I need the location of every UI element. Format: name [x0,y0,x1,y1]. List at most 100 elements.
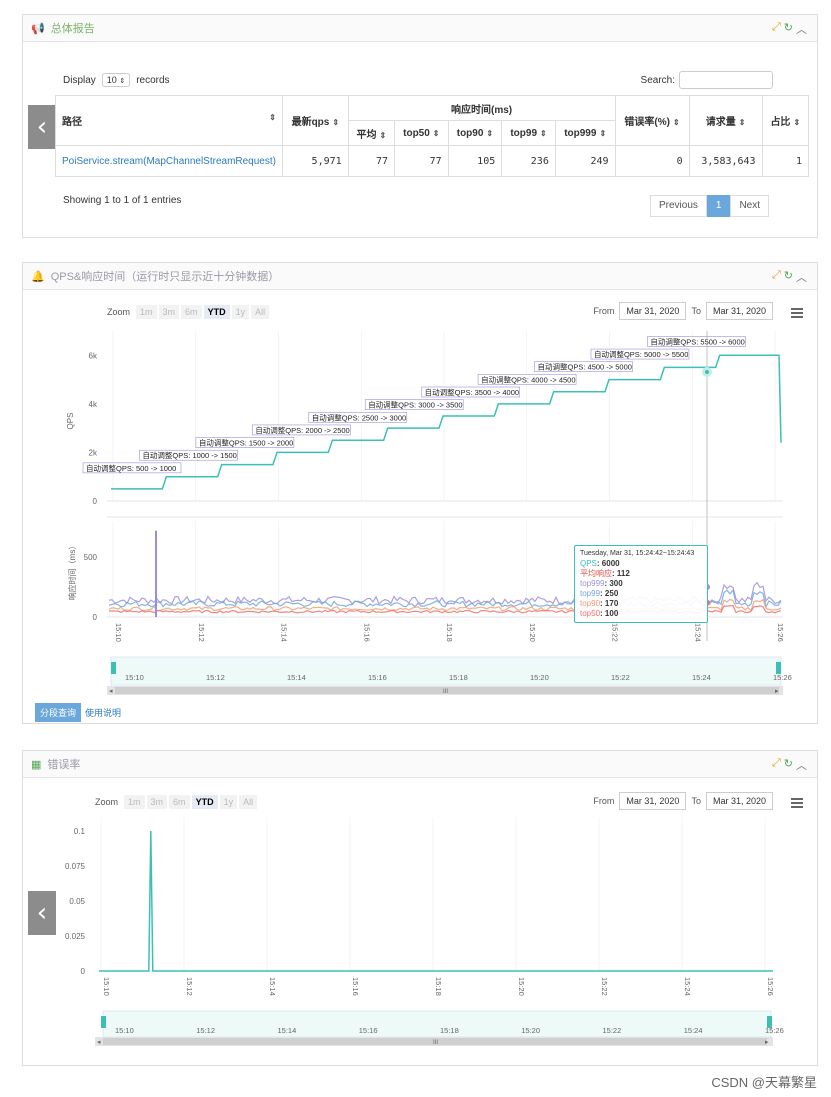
expand-icon[interactable]: ⤢ [771,21,781,33]
navigator-tick-label: 15:26 [773,673,792,682]
zoom-6m-button[interactable]: 6m [181,305,202,319]
navigator-left-handle[interactable] [101,1016,106,1028]
col-ratio[interactable]: 占比 ⇕ [761,95,810,146]
cell-top999: 249 [554,145,616,177]
annotation-label: 自动调整QPS: 4000 -> 4500 [481,374,575,384]
qps-panel-title: QPS&响应时间（运行时只显示近十分钟数据） [50,271,280,283]
qps-series-line [111,354,782,490]
to-label: To [691,306,701,316]
navigator-tick-label: 15:16 [368,673,387,682]
left-nav-arrow-icon[interactable]: ‹ [28,105,56,149]
display-label: Display [63,74,96,86]
next-button[interactable]: Next [730,195,769,217]
search-input[interactable] [679,71,773,89]
cell-error: 0 [614,145,690,177]
left-nav-arrow-icon[interactable]: ‹ [28,891,56,935]
scroll-left-icon[interactable]: ◂ [109,688,113,695]
from-label: From [593,306,615,316]
cell-top99: 236 [501,145,556,177]
tooltip-series-value: : 100 [600,609,619,618]
qps-annotations: 自动调整QPS: 500 -> 1000 自动调整QPS: 1000 -> 150… [82,336,746,474]
refresh-icon[interactable]: ↻ [783,22,793,34]
cell-path[interactable]: PoiService.stream(MapChannelStreamReques… [55,145,283,177]
segment-query-button[interactable]: 分段查询 [35,703,82,722]
zoom-all-button[interactable]: All [239,795,258,809]
zoom-1m-button[interactable]: 1m [124,795,145,809]
x-tick-label: 15:18 [434,977,443,996]
to-date-input[interactable]: Mar 31, 2020 [705,302,773,320]
x-tick-label: 15:18 [445,623,454,642]
annotation-label: 自动调整QPS: 5000 -> 5500 [594,349,688,359]
x-tick-label: 15:10 [102,977,111,996]
expand-icon[interactable]: ⤢ [771,269,781,281]
tooltip-lines: QPS: 6000 平均响应: 112 top999: 300 top99: 250 t… [580,559,702,619]
cell-qps: 5,971 [281,145,349,177]
tooltip-series-value: : 112 [612,569,630,578]
collapse-icon[interactable]: ︿ [796,24,807,36]
x-tick-label: 15:14 [280,623,289,642]
navigator-tick-label: 15:10 [125,673,144,682]
zoom-ytd-button[interactable]: YTD [191,795,218,809]
rt-y-ticks: 0 500 [84,553,98,622]
bell-icon: 🔔 [31,270,45,283]
tooltip-series-value: : 250 [600,589,619,598]
from-date-input[interactable]: Mar 31, 2020 [619,792,687,810]
col-latest-qps[interactable]: 最新qps ⇕ [281,95,349,146]
navigator-right-handle[interactable] [776,662,781,674]
scrollbar-thumb[interactable] [103,1038,767,1045]
collapse-icon[interactable]: ︿ [796,760,807,772]
page-1-button[interactable]: 1 [706,195,731,217]
navigator-tick-label: 15:14 [287,673,306,682]
col-top999[interactable]: top999 ⇕ [554,120,616,146]
navigator-right-handle[interactable] [767,1016,772,1028]
to-date-input[interactable]: Mar 31, 2020 [705,792,773,810]
zoom-1y-button[interactable]: 1y [219,795,238,809]
help-link[interactable]: 使用说明 [85,708,122,718]
refresh-icon[interactable]: ↻ [783,270,793,282]
col-top50[interactable]: top50 ⇕ [394,120,449,146]
scrollbar-thumb[interactable] [115,687,779,694]
previous-button[interactable]: Previous [649,195,707,217]
zoom-1m-button[interactable]: 1m [136,305,157,319]
scroll-left-icon[interactable]: ◂ [97,1039,101,1046]
y-tick-label: 0.025 [65,932,86,941]
chart-menu-icon[interactable] [791,796,803,810]
annotation-box [647,336,746,347]
zoom-1y-button[interactable]: 1y [231,305,250,319]
annotation-box [364,399,464,410]
qps-hover-point [702,367,712,377]
error-navigator[interactable]: 15:10 15:12 15:14 15:16 15:18 15:20 15:22 15:24… [95,1010,784,1046]
collapse-icon[interactable]: ︿ [796,272,807,284]
cell-ratio: 1 [761,145,810,177]
annotation-box [477,374,577,385]
showing-info: Showing 1 to 1 of 1 entries [63,195,182,206]
col-requests[interactable]: 请求量 ⇕ [688,95,763,146]
page-size-select[interactable]: 10 ⇕ [101,73,131,87]
zoom-3m-button[interactable]: 3m [146,795,168,809]
navigator-left-handle[interactable] [111,662,116,674]
col-top99[interactable]: top99 ⇕ [501,120,556,146]
expand-icon[interactable]: ⤢ [771,757,781,769]
col-error-rate[interactable]: 错误率(%) ⇕ [614,95,690,146]
navigator-tick-label: 15:20 [530,673,549,682]
zoom-all-button[interactable]: All [251,305,270,319]
tooltip-series-value: : 300 [604,579,623,588]
refresh-icon[interactable]: ↻ [783,758,793,770]
zoom-3m-button[interactable]: 3m [158,305,180,319]
col-top90[interactable]: top90 ⇕ [447,120,503,146]
annotation-label: 自动调整QPS: 1500 -> 2000 [199,438,293,448]
col-path[interactable]: 路径 ⇕ [55,95,283,146]
zoom-ytd-button[interactable]: YTD [203,305,230,319]
scroll-right-icon[interactable]: ▸ [765,1039,769,1046]
zoom-6m-button[interactable]: 6m [169,795,190,809]
bullhorn-icon: 📢 [31,22,45,35]
qps-navigator[interactable]: 15:10 15:12 15:14 15:16 15:18 15:20 15:22 15:24… [107,656,792,695]
annotation-box [139,449,238,461]
from-date-input[interactable]: Mar 31, 2020 [619,302,687,320]
col-avg[interactable]: 平均 ⇕ [347,120,396,146]
chart-menu-icon[interactable] [791,306,803,320]
zoom-label: Zoom [107,307,131,317]
scroll-right-icon[interactable]: ▸ [775,688,779,695]
y-tick-label: 0.075 [65,862,86,871]
